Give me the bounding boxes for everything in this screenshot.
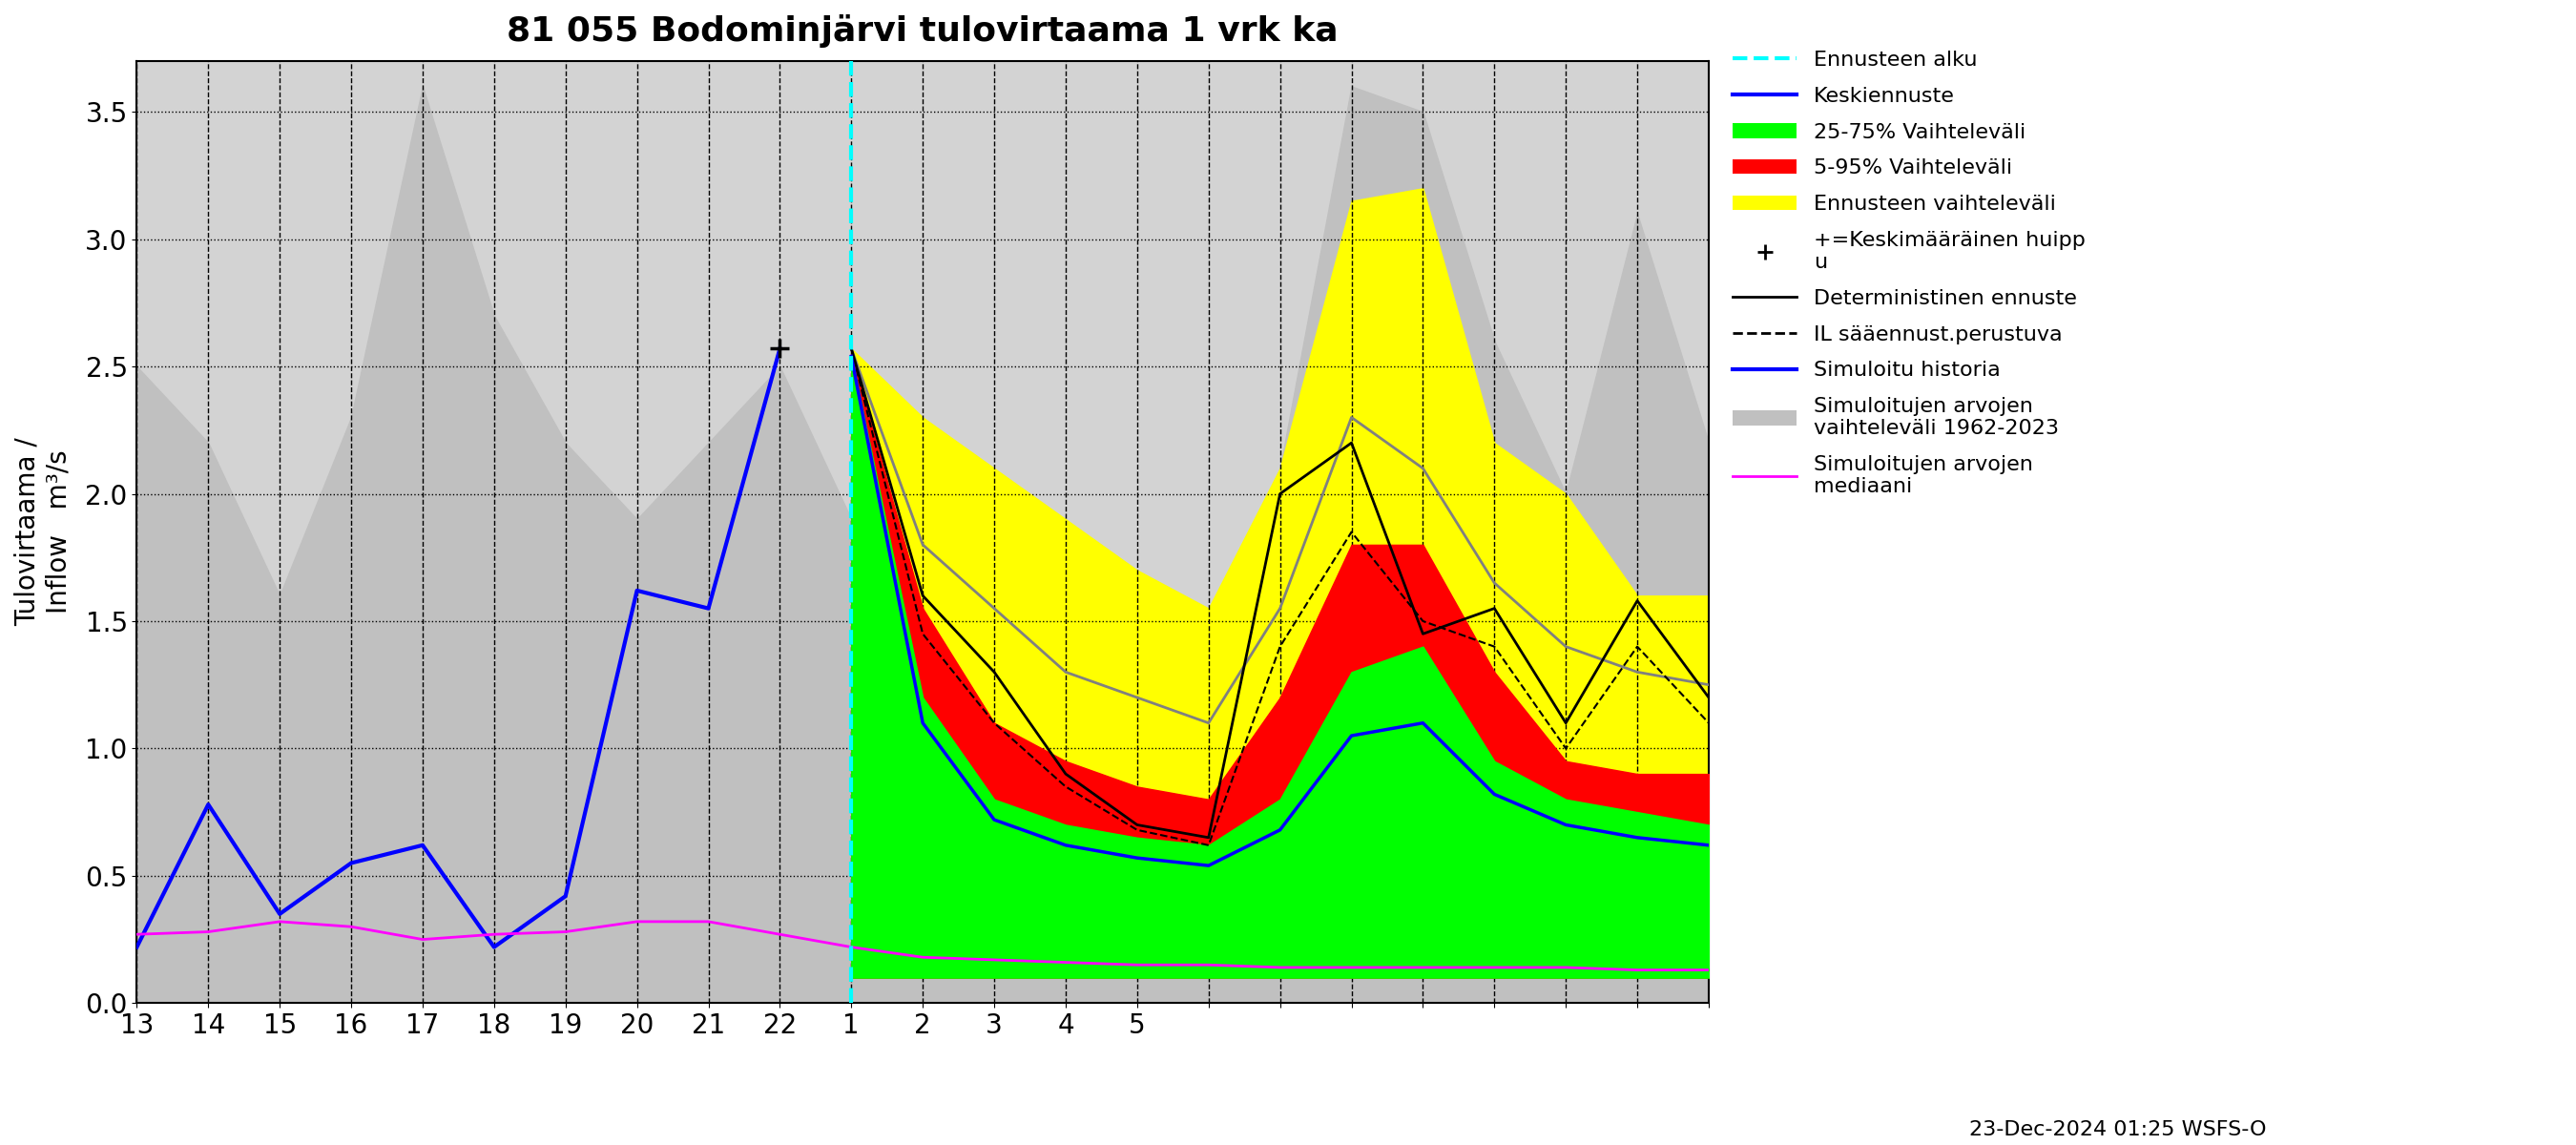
Text: 23-Dec-2024 01:25 WSFS-O: 23-Dec-2024 01:25 WSFS-O bbox=[1971, 1120, 2267, 1139]
Title: 81 055 Bodominjärvi tulovirtaama 1 vrk ka: 81 055 Bodominjärvi tulovirtaama 1 vrk k… bbox=[507, 14, 1340, 48]
Legend: Ennusteen alku, Keskiennuste, 25-75% Vaihteleväli, 5-95% Vaihteleväli, Ennusteen: Ennusteen alku, Keskiennuste, 25-75% Vai… bbox=[1723, 42, 2094, 505]
Y-axis label: Tulovirtaama /
Inflow   m³/s: Tulovirtaama / Inflow m³/s bbox=[15, 437, 72, 626]
